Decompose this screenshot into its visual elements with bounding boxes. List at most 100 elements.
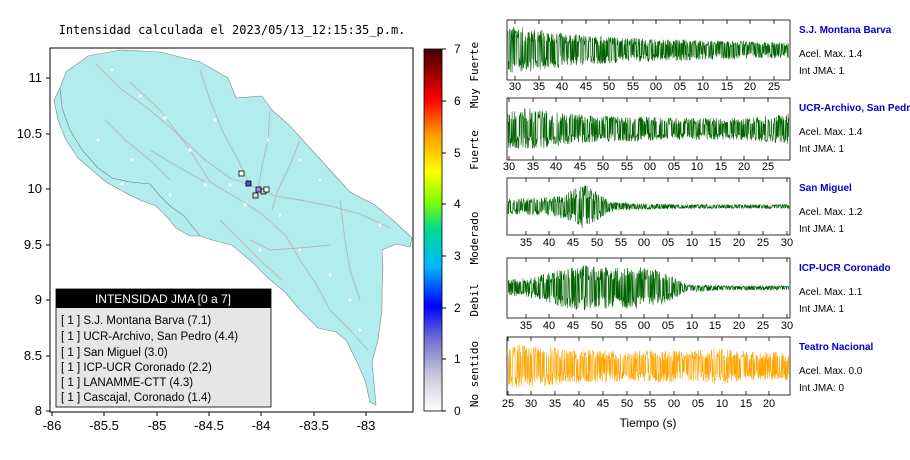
legend-header: [56, 289, 271, 308]
x-tick-label: 30: [525, 398, 537, 410]
x-tick-label: 15: [740, 398, 752, 410]
waveform-panel: 30 35 40 45 50 55 00 05 10 15 20 25 UCR-Archivo, San…: [503, 97, 910, 173]
y-tick-label: 10.5: [17, 126, 42, 141]
x-tick-label: 20: [738, 161, 750, 173]
x-tick-label: 25: [757, 237, 769, 249]
station-name: S.J. Montana Barva: [799, 25, 892, 36]
legend-item: [ 1 ] Cascajal, Coronado (1.4): [61, 392, 211, 404]
legend-box: [55, 288, 272, 408]
colorbar-tick: 6: [454, 94, 461, 108]
colorbar-tick: 1: [454, 352, 461, 366]
station-name: San Miguel: [799, 183, 852, 194]
x-tick-label: 15: [709, 320, 721, 332]
y-tick-label: 8: [35, 403, 42, 418]
map-land: [53, 49, 413, 406]
x-tick-label: 40: [543, 237, 555, 249]
x-tick-label: 05: [662, 237, 674, 249]
x-tick-label: -86: [43, 418, 62, 433]
station-marker: [252, 192, 259, 199]
x-tick-label: 00: [650, 81, 662, 93]
y-tick-ticks: [46, 77, 50, 412]
x-tick-label: 35: [520, 237, 532, 249]
colorbar-gradient: [423, 48, 443, 412]
x-tick-label: -84: [252, 418, 271, 433]
waveform-trace: [507, 265, 790, 311]
colorbar-tick: 5: [454, 146, 461, 160]
station-marker: [238, 170, 245, 177]
map-x-axis: -86 -85.5 -85 -84.5 -84 -83.5 -83: [43, 412, 376, 433]
x-tick-label: 40: [556, 81, 568, 93]
x-tick-label: 15: [715, 161, 727, 173]
x-tick-label: 10: [697, 81, 709, 93]
x-tick-label: 45: [597, 398, 609, 410]
accel-max-value: Acel. Max. 0.0: [799, 366, 863, 377]
x-tick-label: -83: [357, 418, 376, 433]
x-tick-label: 45: [574, 161, 586, 173]
x-tick-label: 50: [621, 398, 633, 410]
waveform-panels: 30 35 40 45 50 55 00 05 10 15 20 25 S.J. Montana Bar…: [502, 19, 910, 410]
x-tick-label: -84.5: [194, 418, 224, 433]
station-marker: [263, 186, 270, 193]
x-tick-label: 50: [597, 161, 609, 173]
x-tick-label: 10: [691, 161, 703, 173]
colorbar-tick: 7: [454, 42, 461, 56]
station-marker: [255, 186, 262, 193]
y-tick-label: 9.5: [24, 237, 42, 252]
accel-max-value: Acel. Max. 1.2: [799, 207, 863, 218]
waveform-panel: 35 40 45 50 55 00 05 10 15 20 25 30 ICP-UCR Coronado…: [506, 257, 891, 332]
x-tick-label: 05: [662, 320, 674, 332]
x-tick-label: 25: [762, 161, 774, 173]
road-network: [95, 63, 391, 351]
int-jma-value: Int JMA: 1: [799, 304, 844, 315]
int-jma-value: Int JMA: 0: [799, 383, 844, 394]
x-tick-label: 15: [709, 237, 721, 249]
intensity-colorbar: 7 6 5 4 3 2 1 0 Muy Fuerte Fuerte Modera…: [423, 42, 481, 418]
x-tick-label: 10: [716, 398, 728, 410]
x-tick-label: 50: [591, 320, 603, 332]
colorbar-label: Muy Fuerte: [468, 42, 481, 108]
colorbar-label: Moderado: [468, 212, 481, 265]
x-tick-label: 25: [768, 81, 780, 93]
x-tick-label: 45: [567, 237, 579, 249]
x-tick-label: 30: [503, 161, 515, 173]
y-tick-label: 9: [35, 292, 42, 307]
x-tick-label: 55: [615, 237, 627, 249]
x-tick-label: 55: [627, 81, 639, 93]
waveform-trace: [507, 26, 790, 73]
x-tick-label: 05: [674, 81, 686, 93]
x-tick-label: 25: [502, 398, 514, 410]
x-tick-label: 40: [550, 161, 562, 173]
x-tick-label: 00: [668, 398, 680, 410]
x-tick-label: 05: [692, 398, 704, 410]
x-tick-label: 50: [603, 81, 615, 93]
map-panel: 11 10.5 10 9.5 9 8.5 8 -86 -85.5 -85 -84…: [17, 47, 414, 433]
colorbar-tick: 0: [454, 404, 461, 418]
legend-item: [ 1 ] ICP-UCR Coronado (2.2): [61, 362, 212, 374]
x-tick-label: 45: [580, 81, 592, 93]
y-tick-label: 11: [29, 70, 43, 85]
accel-max-value: Acel. Max. 1.1: [799, 287, 863, 298]
x-tick-label: 15: [721, 81, 733, 93]
x-tick-ticks: [51, 412, 367, 416]
city-markers: [96, 68, 382, 332]
x-tick-label: 45: [567, 320, 579, 332]
x-tick-label: 30: [781, 237, 793, 249]
x-tick-label: 55: [621, 161, 633, 173]
map-y-axis: 11 10.5 10 9.5 9 8.5 8: [17, 70, 50, 418]
x-tick-label: 35: [533, 81, 545, 93]
colorbar-label: No sentido: [468, 341, 481, 407]
waveform-trace: [507, 185, 790, 229]
int-jma-value: Int JMA: 1: [799, 66, 844, 77]
legend-item: [ 1 ] S.J. Montana Barva (7.1): [61, 315, 211, 327]
x-tick-label: 55: [644, 398, 656, 410]
x-tick-label: 10: [686, 237, 698, 249]
legend-item: [ 1 ] San Miguel (3.0): [61, 347, 168, 359]
accel-max-value: Acel. Max. 1.4: [799, 49, 863, 60]
x-tick-label: 20: [733, 237, 745, 249]
station-marker: [245, 180, 252, 187]
x-tick-label: 00: [638, 320, 650, 332]
x-tick-label: 30: [509, 81, 521, 93]
x-tick-label: 30: [781, 320, 793, 332]
colorbar-tick: 3: [454, 249, 461, 263]
